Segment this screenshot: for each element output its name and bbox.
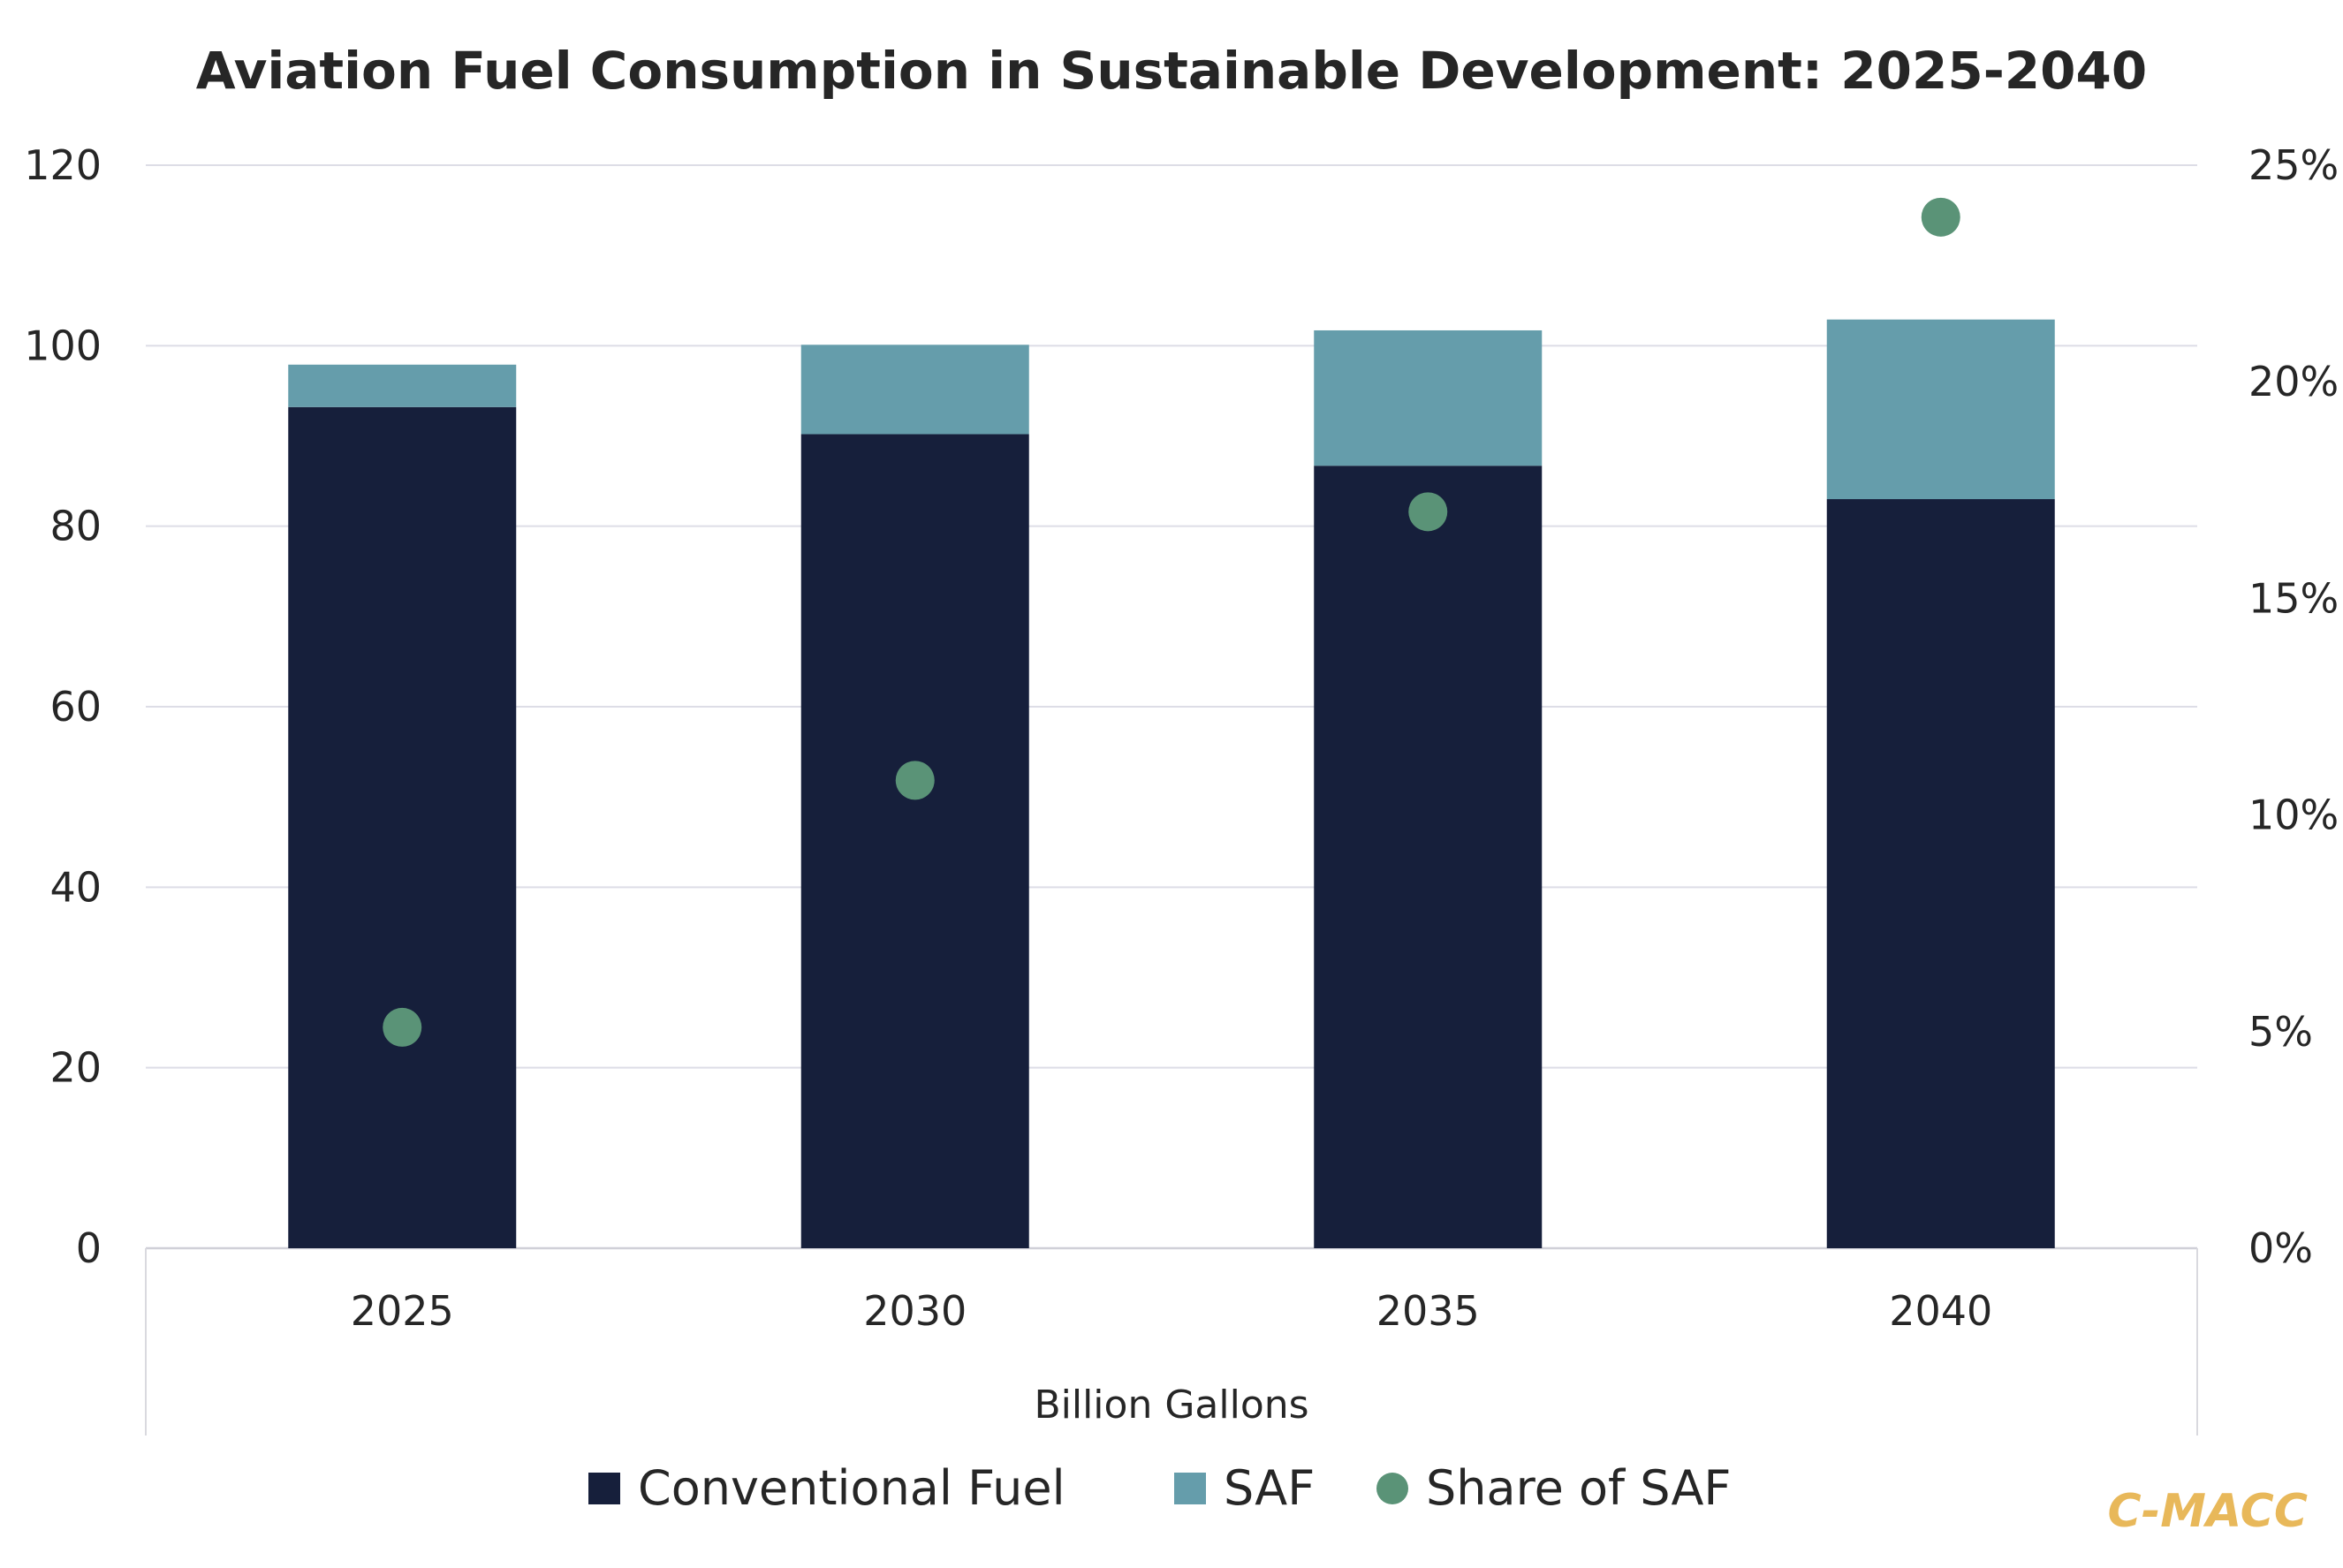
x-tick-label: 2040	[1889, 1287, 1992, 1335]
legend-item-conventional-fuel: Conventional Fuel	[588, 1460, 1065, 1516]
bar-conventional-fuel-2040	[1826, 499, 2055, 1248]
point-share-of-saf-2040	[1921, 197, 1960, 237]
point-share-of-saf-2030	[895, 761, 935, 800]
legend-marker	[1174, 1473, 1206, 1504]
y2-tick-label: 5%	[2248, 1008, 2313, 1056]
legend-marker	[1376, 1473, 1408, 1504]
y2-tick-label: 20%	[2248, 358, 2339, 405]
legend-label: Share of SAF	[1426, 1460, 1732, 1516]
y2-axis-ticks: 0% 5% 10% 15% 20% 25%	[2248, 141, 2339, 1272]
bars	[288, 319, 2055, 1249]
legend-marker	[588, 1473, 620, 1504]
y2-tick-label: 10%	[2248, 792, 2339, 839]
bar-conventional-fuel-2035	[1314, 466, 1543, 1248]
y2-tick-label: 25%	[2248, 141, 2339, 189]
bar-conventional-fuel-2030	[800, 434, 1029, 1248]
legend-label: SAF	[1224, 1460, 1315, 1516]
x-axis-label: Billion Gallons	[1034, 1382, 1308, 1428]
legend-label: Conventional Fuel	[638, 1460, 1065, 1516]
bar-saf-2035	[1314, 330, 1543, 466]
y2-tick-label: 0%	[2248, 1224, 2313, 1272]
x-tick-label: 2030	[863, 1287, 967, 1335]
bar-conventional-fuel-2025	[288, 406, 517, 1249]
bar-saf-2030	[800, 345, 1029, 435]
x-tick-label: 2035	[1376, 1287, 1480, 1335]
y-tick-label: 120	[24, 141, 102, 189]
chart-title: Aviation Fuel Consumption in Sustainable…	[196, 41, 2147, 101]
y-tick-label: 40	[49, 863, 102, 911]
y-tick-label: 0	[76, 1224, 102, 1272]
legend-item-share-of-saf: Share of SAF	[1376, 1460, 1732, 1516]
bar-saf-2025	[288, 364, 517, 407]
y2-tick-label: 15%	[2248, 574, 2339, 622]
y-tick-label: 80	[49, 503, 102, 550]
points	[383, 197, 1960, 1047]
point-share-of-saf-2025	[383, 1007, 422, 1047]
bar-saf-2040	[1826, 319, 2055, 500]
point-share-of-saf-2035	[1408, 492, 1448, 532]
y-tick-label: 100	[24, 322, 102, 369]
x-tick-label: 2025	[351, 1287, 454, 1335]
legend-item-saf: SAF	[1174, 1460, 1315, 1516]
y-tick-label: 20	[49, 1044, 102, 1092]
x-axis-ticks: 2025 2030 2035 2040	[351, 1287, 1993, 1335]
legend: Conventional Fuel SAF Share of SAF	[588, 1460, 1732, 1516]
y-axis-ticks: 0 20 40 60 80 100 120	[24, 141, 102, 1272]
y-tick-label: 60	[49, 683, 102, 731]
brand-logo-text: C-MACC	[2108, 1485, 2308, 1538]
